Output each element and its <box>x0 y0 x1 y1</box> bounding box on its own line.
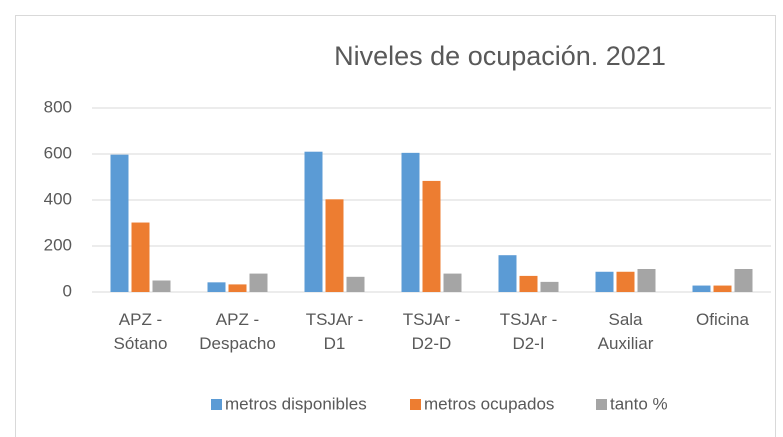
y-tick-label: 0 <box>63 281 72 300</box>
bar <box>152 280 171 292</box>
legend-label: metros disponibles <box>225 394 367 413</box>
bar <box>692 285 711 292</box>
legend-label: tanto % <box>610 394 668 413</box>
x-tick-label: Oficina <box>696 310 749 329</box>
x-tick-label: TSJAr - D2-D <box>402 310 461 353</box>
x-tick-label: APZ - Sótano <box>113 310 168 353</box>
bar <box>422 180 441 292</box>
bar <box>498 255 517 292</box>
bar <box>110 154 129 292</box>
bar <box>443 273 462 292</box>
chart-title: Niveles de ocupación. 2021 <box>334 41 666 71</box>
bar <box>540 281 559 292</box>
legend-swatch <box>596 399 607 410</box>
bar <box>207 282 226 292</box>
y-tick-label: 400 <box>44 189 72 208</box>
bar <box>713 285 732 292</box>
bar <box>304 151 323 292</box>
bar <box>228 284 247 292</box>
y-tick-label: 800 <box>44 97 72 116</box>
chart-border <box>15 15 776 437</box>
x-tick-label: TSJAr - D1 <box>305 310 364 353</box>
bar <box>637 269 656 292</box>
legend-swatch <box>410 399 421 410</box>
bar <box>595 271 614 292</box>
bar <box>734 269 753 292</box>
x-tick-label: TSJAr - D2-I <box>499 310 558 353</box>
y-tick-label: 600 <box>44 143 72 162</box>
bar <box>325 199 344 292</box>
bar <box>616 271 635 292</box>
bar <box>401 152 420 292</box>
y-tick-label: 200 <box>44 235 72 254</box>
bar <box>519 275 538 292</box>
bar <box>249 273 268 292</box>
legend-label: metros ocupados <box>424 394 554 413</box>
x-tick-label: Sala Auxiliar <box>597 310 654 353</box>
legend-swatch <box>211 399 222 410</box>
bar <box>346 276 365 292</box>
bar <box>131 222 150 292</box>
x-tick-label: APZ - Despacho <box>199 310 276 353</box>
